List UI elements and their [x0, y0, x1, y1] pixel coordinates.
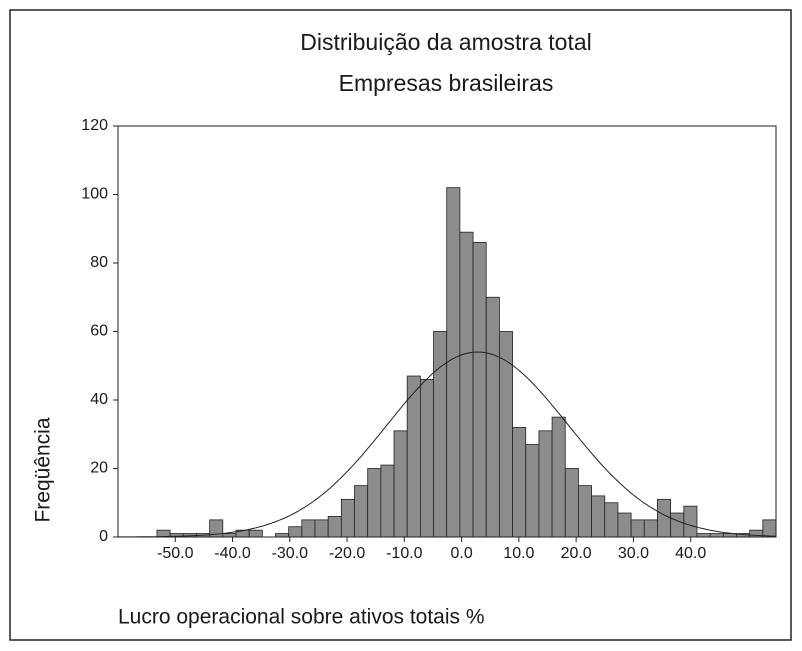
frame	[9, 9, 792, 641]
bar	[485, 296, 500, 538]
x-tick-label: 20.0	[561, 545, 592, 562]
x-tick-label: -50.0	[157, 545, 194, 562]
bar	[472, 242, 487, 538]
bar	[288, 526, 303, 538]
bar	[419, 379, 434, 538]
bar	[670, 512, 685, 538]
bar	[340, 498, 355, 538]
y-tick-label: 100	[81, 186, 108, 203]
chart-subtitle: Empresas brasileiras	[339, 70, 554, 96]
normal-curve	[118, 351, 777, 538]
bar	[156, 529, 171, 538]
x-tick-label: -10.0	[386, 545, 423, 562]
bar	[643, 519, 658, 538]
bar	[380, 464, 395, 538]
y-tick-label: 20	[90, 460, 108, 477]
x-tick-label: -40.0	[214, 545, 251, 562]
bar	[354, 485, 369, 538]
bar	[762, 519, 777, 538]
bar	[538, 430, 553, 538]
bar	[564, 468, 579, 538]
bar	[222, 533, 237, 538]
bar	[367, 468, 382, 538]
bar	[275, 533, 290, 538]
bar	[525, 444, 540, 538]
x-tick-label: -20.0	[329, 545, 366, 562]
y-tick-label: 60	[90, 323, 108, 340]
bar	[578, 485, 592, 538]
bar	[301, 519, 316, 538]
bar	[604, 502, 619, 538]
x-tick-label: 10.0	[503, 545, 534, 562]
bar	[393, 430, 408, 538]
y-axis-label: Freqüência	[32, 417, 55, 522]
bar	[657, 498, 672, 538]
y-tick-label: 120	[81, 117, 108, 134]
bar	[433, 331, 448, 538]
bar	[696, 533, 711, 538]
x-tick-label: 0.0	[450, 545, 472, 562]
x-tick-label: 30.0	[618, 545, 649, 562]
bar	[248, 529, 263, 538]
bar	[512, 426, 527, 538]
bar	[551, 416, 566, 538]
chart-title: Distribuição da amostra total	[300, 29, 591, 55]
bar	[683, 505, 698, 538]
bar	[406, 375, 421, 538]
bar	[446, 187, 461, 538]
bar	[314, 519, 329, 538]
y-tick-label: 0	[99, 528, 108, 545]
bar	[459, 231, 474, 538]
plot-area	[117, 125, 777, 538]
bar	[617, 512, 632, 538]
x-tick-label: 40.0	[675, 545, 706, 562]
x-tick-label: -30.0	[272, 545, 309, 562]
y-tick-label: 80	[90, 254, 108, 271]
x-axis-label: Lucro operacional sobre ativos totais %	[118, 606, 485, 629]
bar	[709, 533, 724, 538]
bar	[498, 331, 513, 538]
bar	[630, 519, 645, 538]
y-tick-label: 40	[90, 391, 108, 408]
bar	[591, 495, 606, 538]
bar	[327, 516, 342, 538]
